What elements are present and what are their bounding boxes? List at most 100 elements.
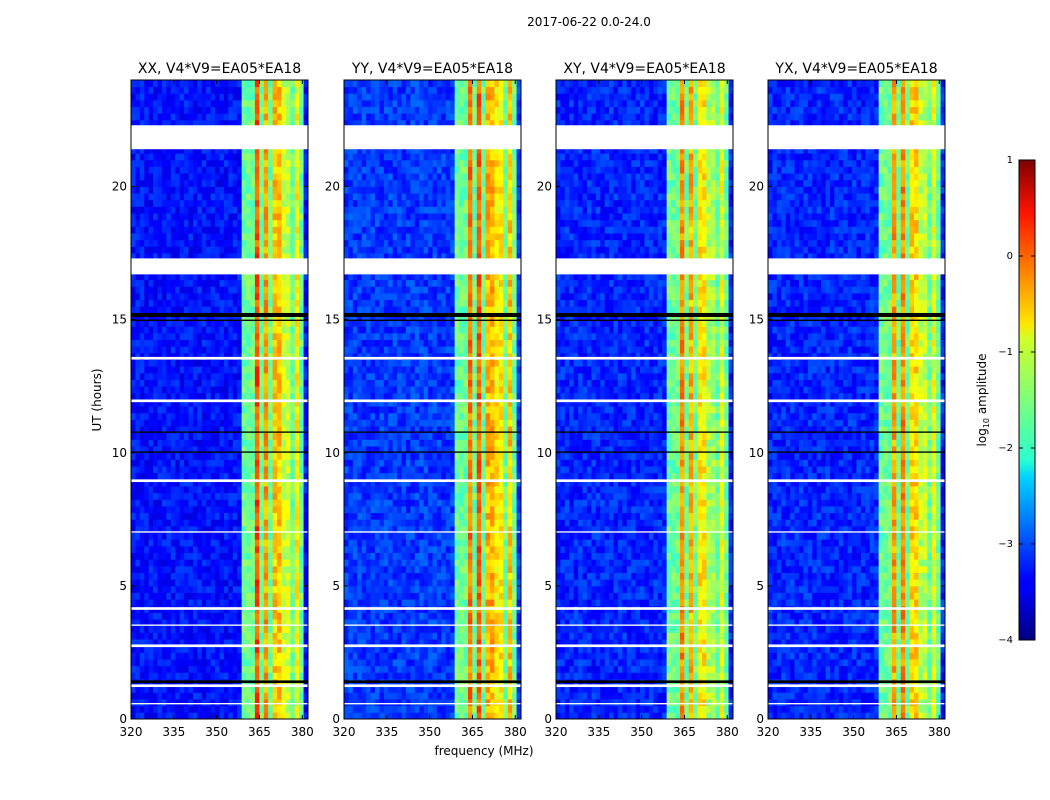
heatmap-cell [463,612,469,620]
heatmap-cell [285,639,291,647]
heatmap-cell [215,572,220,580]
heatmap-cell [246,213,251,221]
heatmap-cell [228,705,234,713]
heatmap-cell [450,672,456,680]
heatmap-cell [294,692,300,700]
heatmap-cell [263,206,269,214]
heatmap-cell [246,372,251,380]
heatmap-cell [201,519,207,527]
heatmap-cell [148,406,154,414]
heatmap-cell [206,339,212,347]
heatmap-cell [512,599,517,607]
heatmap-cell [281,619,287,627]
heatmap-cell [246,379,251,387]
heatmap-cell [144,239,150,247]
heatmap-cell [366,612,371,620]
heatmap-cell [272,213,278,221]
heatmap-cell [219,459,225,467]
heatmap-cell [179,253,185,261]
heatmap-cell [507,539,513,547]
heatmap-cell [241,552,247,560]
flagged-time-range [131,125,308,150]
heatmap-cell [272,159,278,167]
heatmap-cell [148,113,154,121]
heatmap-cell [144,359,150,367]
heatmap-cell [201,346,207,354]
heatmap-cell [250,592,256,600]
flagged-time-range [131,479,308,483]
heatmap-cell [175,612,181,620]
heatmap-cell [303,499,309,507]
heatmap-cell [432,599,438,607]
heatmap-cell [285,166,291,174]
heatmap-cell [175,246,181,254]
heatmap-cell [241,412,247,420]
heatmap-cell [405,552,411,560]
heatmap-cell [299,492,304,500]
heatmap-cell [467,579,473,587]
heatmap-cell [290,572,296,580]
heatmap-cell [215,499,220,507]
heatmap-cell [219,506,225,514]
heatmap-cell [263,379,269,387]
heatmap-cell [392,652,398,660]
heatmap-cell [348,712,354,720]
heatmap-cell [512,572,517,580]
heatmap-cell [228,492,234,500]
heatmap-cell [285,226,291,234]
heatmap-cell [490,692,495,700]
heatmap-cell [299,545,304,553]
heatmap-cell [285,352,291,360]
heatmap-cell [246,645,251,653]
heatmap-cell [148,326,154,334]
heatmap-cell [254,459,260,467]
heatmap-cell [223,406,229,414]
heatmap-cell [241,339,247,347]
heatmap-cell [250,392,256,400]
heatmap-cell [166,439,172,447]
heatmap-cell [268,506,274,514]
heatmap-cell [188,246,194,254]
heatmap-cell [197,659,203,667]
heatmap-cell [179,332,185,340]
heatmap-cell [361,665,367,673]
heatmap-cell [250,346,256,354]
heatmap-cell [290,479,296,487]
heatmap-cell [303,386,309,394]
heatmap-cell [285,459,291,467]
heatmap-cell [197,599,203,607]
heatmap-cell [153,119,158,127]
heatmap-cell [299,552,304,560]
heatmap-cell [290,652,296,660]
heatmap-cell [223,233,229,241]
heatmap-cell [370,579,376,587]
heatmap-cell [135,459,141,467]
heatmap-cell [414,539,420,547]
heatmap-cell [463,552,469,560]
heatmap-cell [299,293,304,301]
heatmap-cell [188,332,194,340]
heatmap-cell [175,179,181,187]
heatmap-cell [223,712,229,720]
heatmap-cell [454,625,460,633]
heatmap-cell [175,279,181,287]
heatmap-cell [459,665,464,673]
heatmap-cell [148,412,154,420]
heatmap-cell [210,166,216,174]
heatmap-cell [294,659,300,667]
heatmap-cell [206,193,212,201]
heatmap-cell [148,712,154,720]
heatmap-cell [157,506,163,514]
heatmap-cell [139,93,145,101]
heatmap-cell [290,226,296,234]
heatmap-cell [210,459,216,467]
heatmap-cell [170,392,176,400]
heatmap-cell [197,612,203,620]
heatmap-cell [206,419,212,427]
heatmap-cell [423,705,429,713]
heatmap-cell [201,579,207,587]
heatmap-cell [184,672,189,680]
heatmap-cell [259,372,265,380]
heatmap-cell [263,592,269,600]
heatmap-cell [379,599,385,607]
